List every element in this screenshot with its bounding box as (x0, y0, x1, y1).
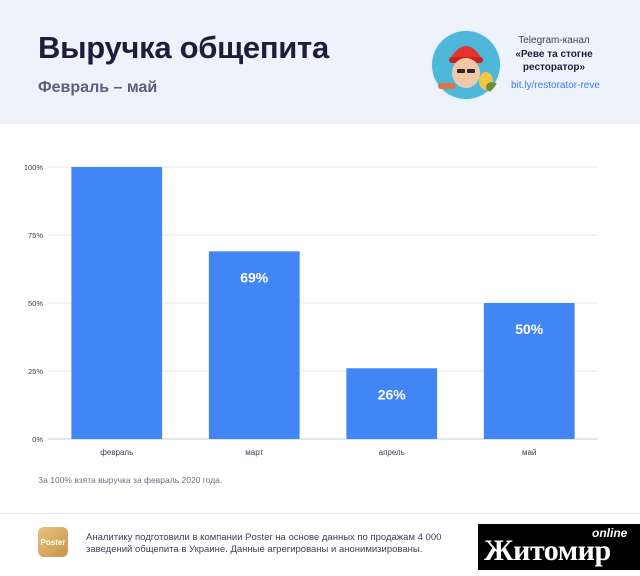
channel-label: Telegram-канал (518, 35, 590, 46)
bar-data-label: 69% (240, 269, 269, 285)
page-title: Выручка общепита (38, 30, 329, 65)
bar (71, 167, 163, 439)
x-tick-label: март (245, 448, 263, 457)
poster-logo: Poster (38, 527, 68, 557)
watermark-name: Житомир (484, 534, 611, 567)
footer-divider (0, 513, 640, 514)
watermark-box (478, 524, 640, 570)
bar (208, 251, 300, 439)
y-tick-label: 25% (28, 367, 43, 376)
y-tick-label: 0% (32, 435, 43, 444)
bar-data-label: 26% (378, 386, 407, 402)
x-tick-label: апрель (379, 448, 405, 457)
avatar-illustration-icon (430, 29, 502, 101)
watermark-online: online (592, 526, 628, 540)
y-tick-label: 50% (28, 299, 43, 308)
channel-link[interactable]: bit.ly/restorator-reve (511, 80, 600, 91)
bar (483, 303, 575, 439)
footer-disclaimer: Аналитику подготовили в компании Poster … (86, 532, 442, 555)
y-tick-label: 100% (24, 163, 44, 172)
revenue-bar-chart: 0% 25% 50% 75% 100% февраль март 69% апрель 26% ма… (0, 140, 640, 470)
bar (346, 368, 438, 439)
x-tick-label: май (522, 448, 536, 457)
page-subtitle: Февраль – май (38, 79, 158, 96)
chart-svg: 0% 25% 50% 75% 100% февраль март 69% апрель 26% ма… (24, 163, 598, 457)
channel-name: «Реве та стогне ресторатор» (515, 49, 593, 73)
chart-footnote: За 100% взята выручка за февраль 2020 го… (38, 475, 223, 485)
y-tick-label: 75% (28, 231, 43, 240)
bar-data-label: 50% (515, 321, 544, 337)
poster-logo-text: Poster (40, 537, 66, 547)
channel-avatar[interactable] (430, 29, 502, 101)
header-panel (0, 0, 640, 124)
x-tick-label: февраль (100, 448, 133, 457)
